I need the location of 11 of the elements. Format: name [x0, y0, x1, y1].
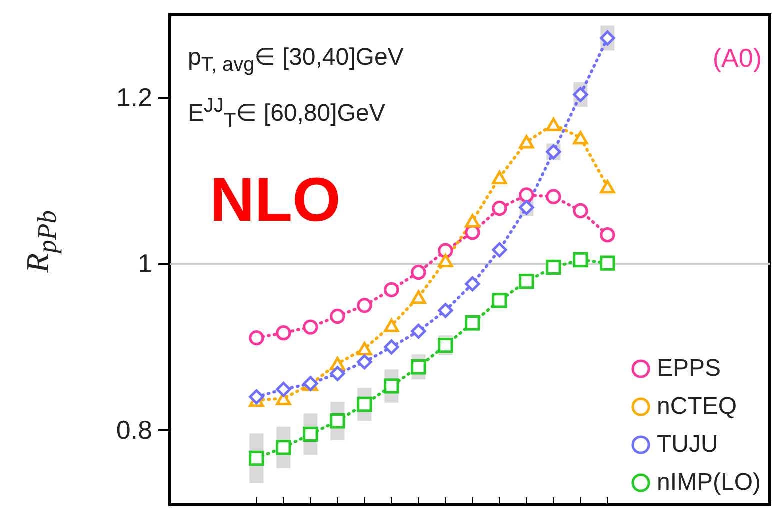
legend-label: EPPS [657, 355, 722, 382]
y-tick-label: 1.2 [116, 82, 152, 113]
annotation: p$_{T, avg}$∈ [30,40]GeV [188, 43, 404, 77]
y-tick-label: 1 [138, 248, 152, 279]
text: (A0) [712, 43, 762, 74]
legend-label: nCTEQ [657, 393, 738, 420]
annotation: E$^{JJ}$$_{T}$∈ [60,80]GeV [188, 95, 386, 133]
legend-label: nIMP(LO) [657, 469, 762, 496]
annotation: NLO [210, 165, 341, 236]
legend-label: TUJU [657, 431, 718, 458]
y-tick-label: 0.8 [116, 414, 152, 445]
